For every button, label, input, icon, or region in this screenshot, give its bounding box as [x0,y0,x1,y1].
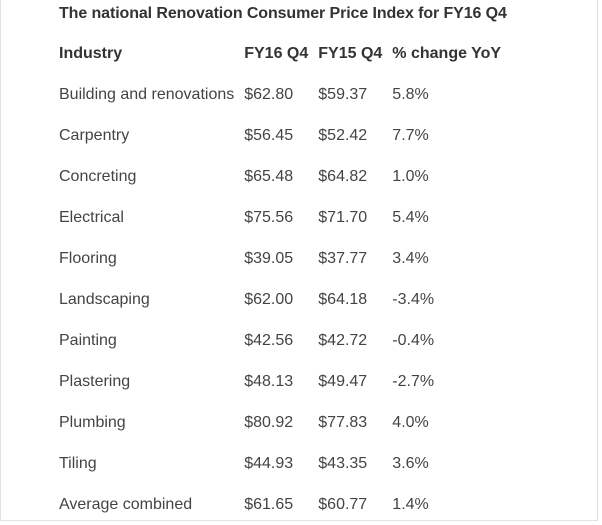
industry-cell: Average combined [59,495,193,513]
industry-cell: Flooring [59,249,117,267]
table-row-average: Average combined $61.65 $60.77 1.4% [54,484,506,525]
column-header-fy16-q4: FY16 Q4 [244,44,309,62]
fy15-q4-cell: $60.77 [318,495,368,513]
cpi-table: Industry FY16 Q4 FY15 Q4 % change YoY Bu… [54,33,506,525]
fy15-q4-cell: $71.70 [318,208,368,226]
fy16-q4-cell: $42.56 [244,331,294,349]
table-row: Flooring $39.05 $37.77 3.4% [54,238,506,279]
table-row: Carpentry $56.45 $52.42 7.7% [54,115,506,156]
industry-cell: Tiling [59,454,97,472]
change-yoy-cell: 5.4% [392,208,429,226]
change-yoy-cell: 3.4% [392,249,429,267]
industry-cell: Building and renovations [59,85,235,103]
change-yoy-cell: -2.7% [392,372,435,390]
fy16-q4-cell: $48.13 [244,372,294,390]
column-header-industry: Industry [59,44,123,62]
industry-cell: Painting [59,331,117,349]
table-row: Painting $42.56 $42.72 -0.4% [54,320,506,361]
fy16-q4-cell: $44.93 [244,454,294,472]
fy16-q4-cell: $62.00 [244,290,294,308]
column-header-fy15-q4: FY15 Q4 [318,44,383,62]
fy16-q4-cell: $56.45 [244,126,294,144]
fy15-q4-cell: $52.42 [318,126,368,144]
change-yoy-cell: 7.7% [392,126,429,144]
fy15-q4-cell: $77.83 [318,413,368,431]
industry-cell: Plastering [59,372,131,390]
industry-cell: Concreting [59,167,137,185]
table-row: Tiling $44.93 $43.35 3.6% [54,443,506,484]
fy15-q4-cell: $59.37 [318,85,368,103]
industry-cell: Carpentry [59,126,130,144]
change-yoy-cell: 4.0% [392,413,429,431]
fy15-q4-cell: $64.18 [318,290,368,308]
fy16-q4-cell: $65.48 [244,167,294,185]
table-caption: The national Renovation Consumer Price I… [59,5,507,22]
table-row: Plastering $48.13 $49.47 -2.7% [54,361,506,402]
fy16-q4-cell: $62.80 [244,85,294,103]
change-yoy-cell: -0.4% [392,331,435,349]
fy15-q4-cell: $64.82 [318,167,368,185]
fy15-q4-cell: $37.77 [318,249,368,267]
change-yoy-cell: -3.4% [392,290,435,308]
industry-cell: Landscaping [59,290,150,308]
table-row: Electrical $75.56 $71.70 5.4% [54,197,506,238]
column-header-change-yoy: % change YoY [392,44,502,62]
table-row: Plumbing $80.92 $77.83 4.0% [54,402,506,443]
change-yoy-cell: 1.4% [392,495,429,513]
fy16-q4-cell: $80.92 [244,413,294,431]
fy16-q4-cell: $39.05 [244,249,294,267]
table-row: Concreting $65.48 $64.82 1.0% [54,156,506,197]
fy15-q4-cell: $42.72 [318,331,368,349]
fy16-q4-cell: $61.65 [244,495,294,513]
fy16-q4-cell: $75.56 [244,208,294,226]
change-yoy-cell: 3.6% [392,454,429,472]
header-row: Industry FY16 Q4 FY15 Q4 % change YoY [54,33,506,74]
change-yoy-cell: 5.8% [392,85,429,103]
industry-cell: Plumbing [59,413,126,431]
table-row: Building and renovations $62.80 $59.37 5… [54,74,506,115]
fy15-q4-cell: $43.35 [318,454,368,472]
industry-cell: Electrical [59,208,124,226]
fy15-q4-cell: $49.47 [318,372,368,390]
table-row: Landscaping $62.00 $64.18 -3.4% [54,279,506,320]
change-yoy-cell: 1.0% [392,167,429,185]
